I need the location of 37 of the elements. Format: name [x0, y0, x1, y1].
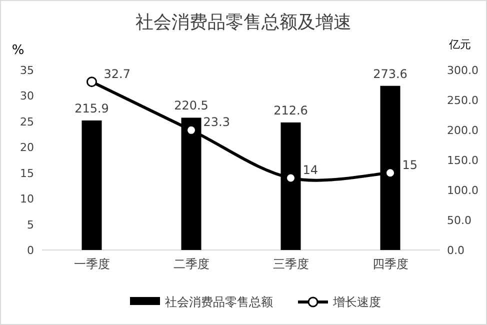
data-label: 15	[402, 158, 418, 172]
data-label: 23.3	[203, 115, 230, 130]
bar	[82, 120, 102, 250]
y2-tick-label: 250.0	[447, 94, 478, 107]
x-tick-label: 四季度	[372, 257, 408, 271]
point	[286, 172, 296, 184]
x-tick-label: 二季度	[173, 257, 210, 271]
data-label: 212.6	[274, 103, 308, 118]
y2-axis-title: 亿元	[448, 38, 471, 51]
y-tick-label: 15	[20, 166, 34, 180]
x-tick-label: 三季度	[272, 257, 309, 271]
y-tick-label: 25	[20, 115, 34, 128]
y-tick-label: 5	[27, 218, 34, 232]
y-tick-label: 30	[20, 90, 34, 103]
y2-tick-label: 200.0	[447, 124, 478, 137]
y-axis-title: %	[12, 43, 24, 58]
y2-tick-label: 100.0	[447, 184, 478, 197]
chart-title: 社会消费品零售总额及增速	[136, 12, 352, 33]
data-label: 220.5	[174, 98, 208, 113]
point	[186, 124, 196, 136]
legend-label: 社会消费品零售总额	[165, 295, 273, 309]
x-tick-label: 一季度	[74, 257, 110, 271]
y-tick-label: 0	[27, 244, 34, 257]
point	[385, 168, 396, 178]
y2-tick-label: 150.0	[447, 154, 478, 167]
data-label: 14	[302, 163, 318, 177]
data-label: 32.7	[104, 66, 130, 81]
y2-tick-label: 300.0	[447, 64, 478, 77]
y-tick-label: 20	[20, 141, 34, 154]
y2-tick-label: 50.0	[447, 214, 472, 227]
y-tick-label: 10	[20, 192, 34, 206]
point	[86, 76, 97, 88]
y-tick-label: 35	[20, 64, 34, 77]
data-label: 215.9	[74, 101, 109, 116]
legend-label: 增长速度	[332, 295, 381, 309]
y2-tick-label: 0.0	[447, 244, 464, 257]
data-label: 273.6	[373, 66, 408, 81]
